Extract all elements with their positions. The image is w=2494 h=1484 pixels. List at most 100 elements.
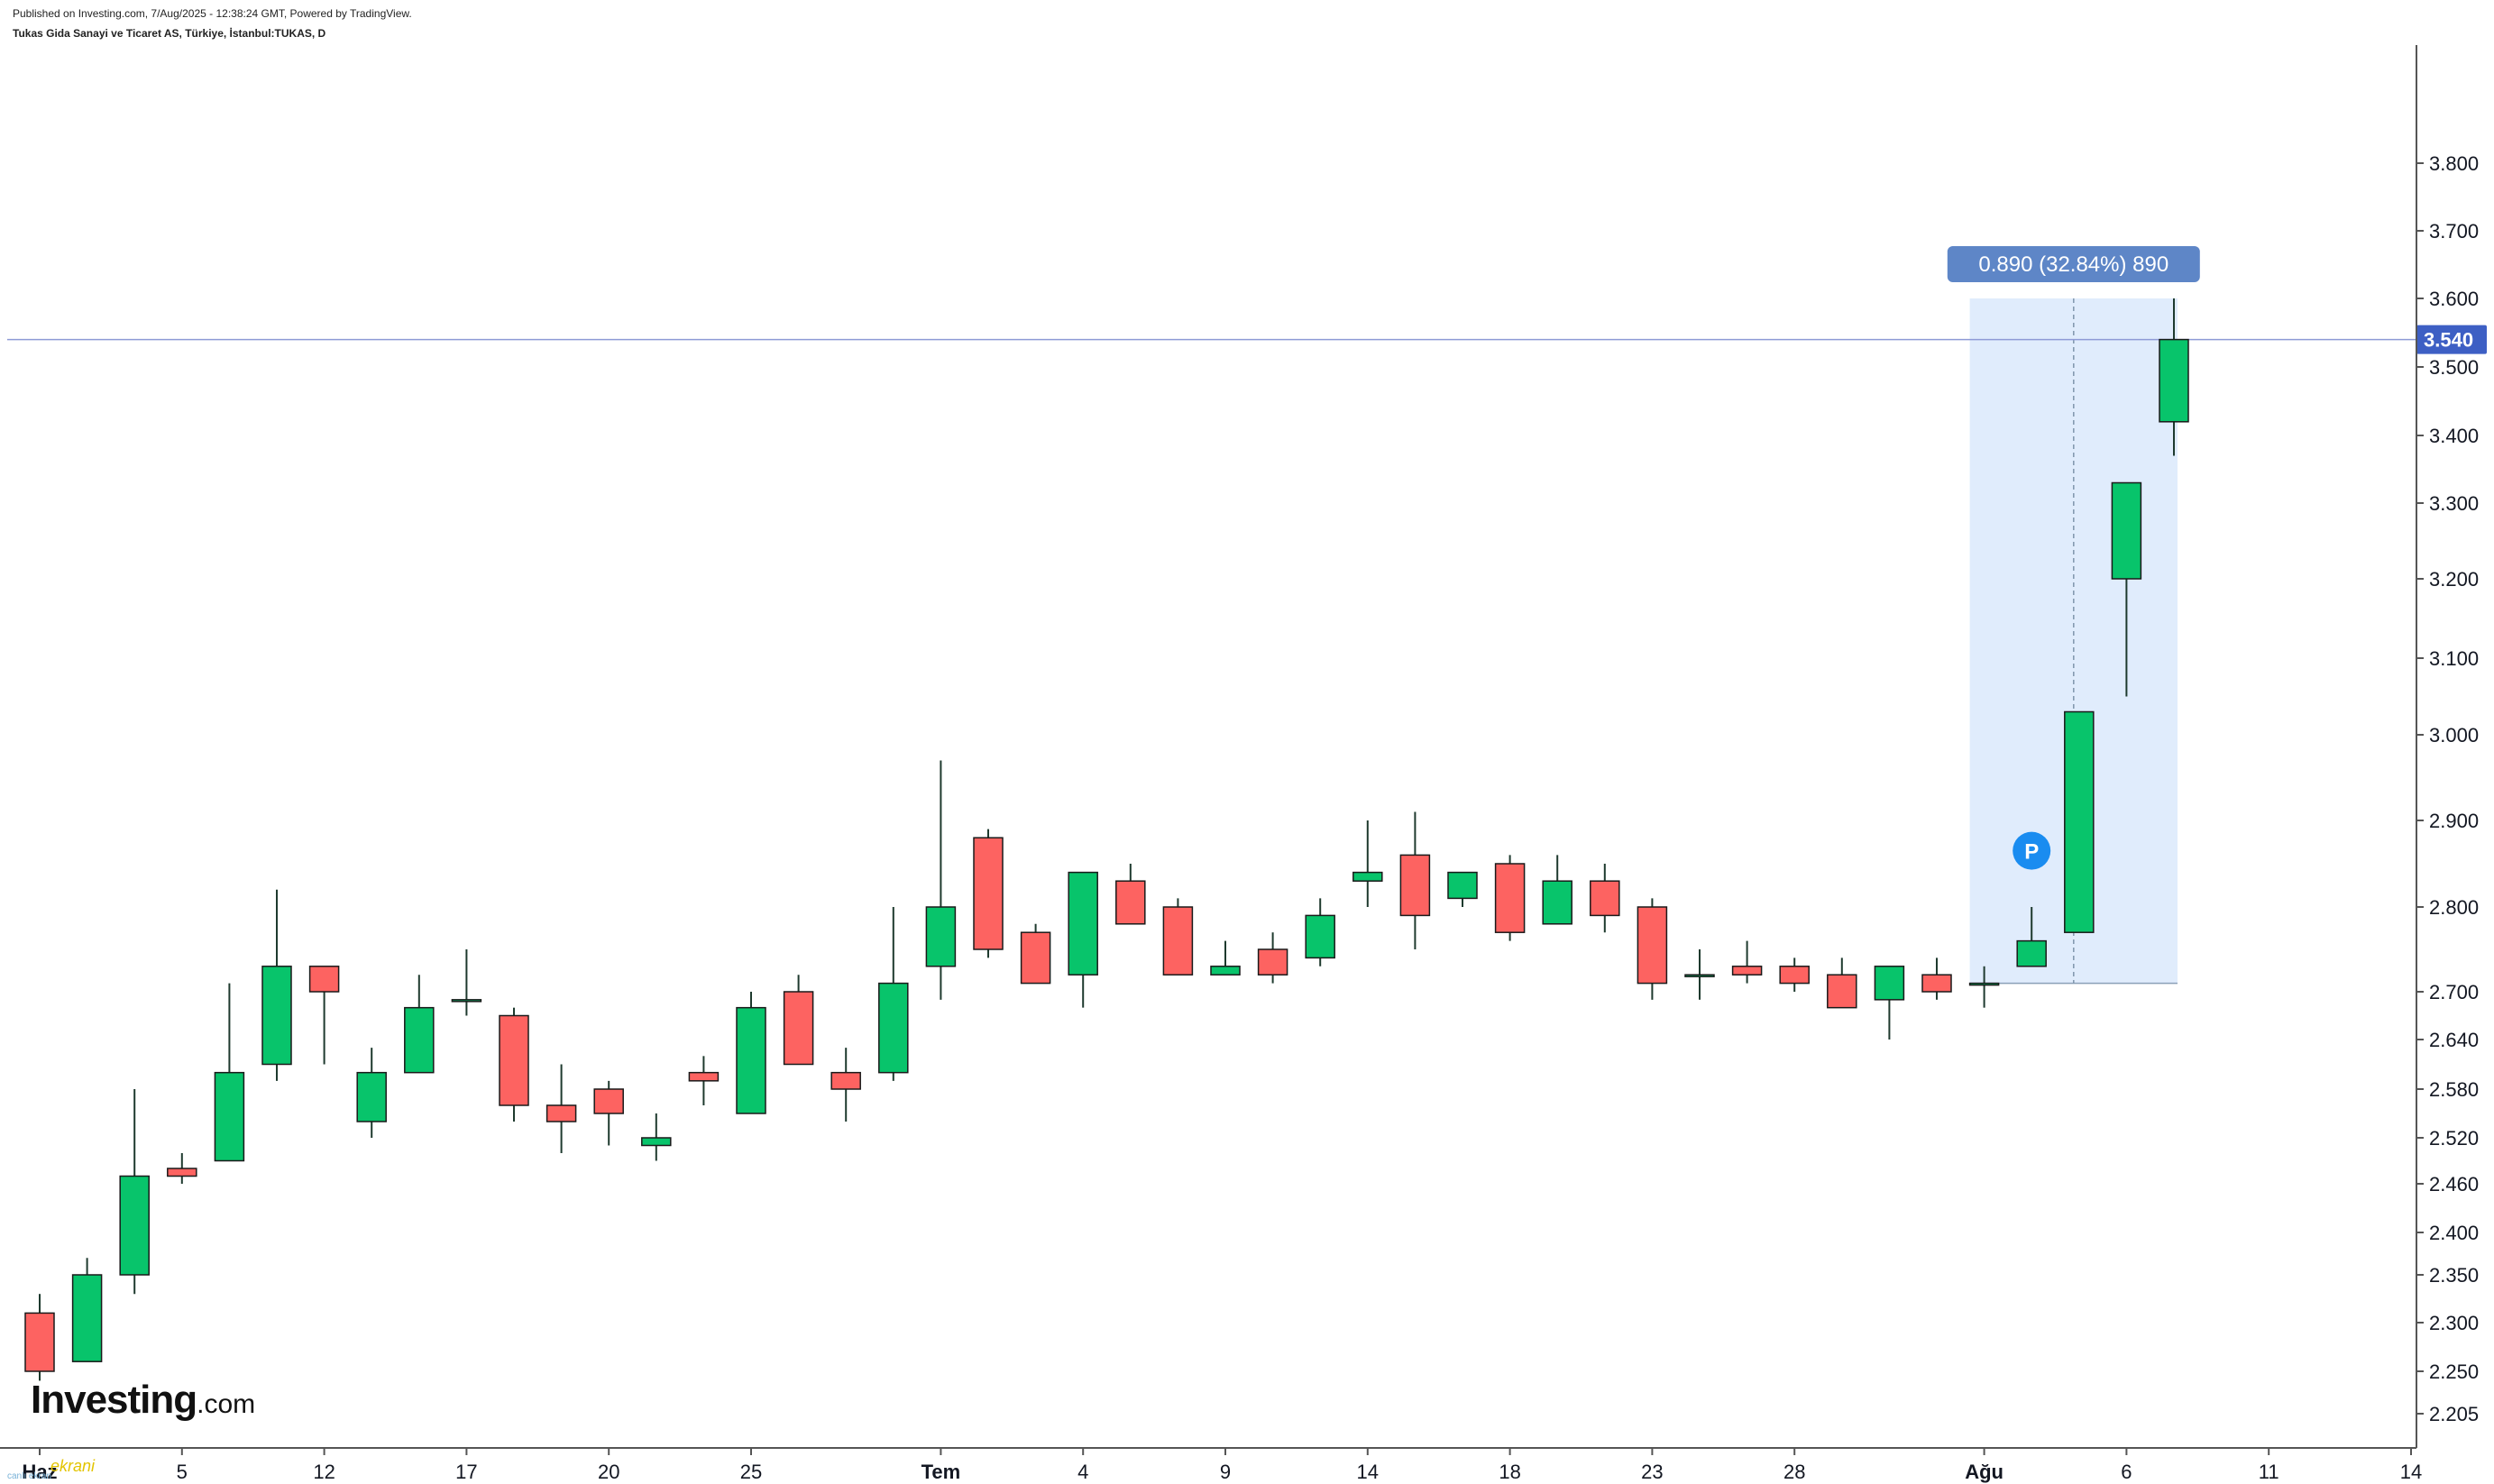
candle[interactable]: [973, 829, 1004, 958]
candle-body-up: [1305, 914, 1335, 959]
y-tick-label: 3.100: [2429, 647, 2479, 670]
marker-circle[interactable]: [2013, 831, 2051, 870]
candle[interactable]: [71, 1258, 103, 1362]
candle-body-down: [1020, 931, 1051, 985]
y-tick-label: 2.700: [2429, 981, 2479, 1003]
candle[interactable]: [878, 907, 909, 1081]
y-tick-label: 3.700: [2429, 220, 2479, 243]
candle[interactable]: [1162, 898, 1194, 976]
candle-body-down: [1779, 966, 1810, 985]
x-tick-label: 4: [1077, 1461, 1088, 1483]
candle[interactable]: [641, 1113, 672, 1161]
candle[interactable]: [1874, 966, 1905, 1040]
candle-body-up: [1068, 871, 1098, 976]
y-tick-label: 3.500: [2429, 356, 2479, 379]
candle[interactable]: [1210, 940, 1241, 976]
candle-body-down: [1637, 906, 1668, 985]
candle[interactable]: [1447, 871, 1478, 907]
x-tick-label: 20: [598, 1461, 619, 1483]
candle-body-up: [1542, 880, 1573, 925]
candle[interactable]: [1731, 940, 1763, 984]
candle[interactable]: [1684, 949, 1715, 1000]
logo-brand: Investing: [31, 1378, 197, 1422]
candle[interactable]: [1779, 957, 1810, 992]
candle[interactable]: [1827, 957, 1857, 1009]
candle[interactable]: [1637, 898, 1668, 1000]
candle-body-up: [925, 906, 957, 967]
y-tick-label: 3.000: [2429, 724, 2479, 747]
candle[interactable]: [167, 1153, 197, 1184]
candle-body-up: [1684, 974, 1715, 977]
x-tick-label: 28: [1783, 1461, 1805, 1483]
y-tick-label: 3.200: [2429, 568, 2479, 591]
candle[interactable]: [1305, 898, 1335, 966]
candle[interactable]: [593, 1080, 624, 1146]
candle[interactable]: [24, 1294, 55, 1381]
candle-body-down: [167, 1168, 197, 1177]
candle-body-up: [2016, 939, 2047, 967]
chart-symbol-title: Tukas Gida Sanayi ve Ticaret AS, Türkiye…: [13, 27, 326, 40]
candle[interactable]: [1352, 820, 1383, 907]
candle[interactable]: [783, 975, 814, 1066]
y-tick-label: 2.640: [2429, 1029, 2479, 1051]
published-note: Published on Investing.com, 7/Aug/2025 -…: [13, 7, 412, 20]
candle-body-up: [451, 999, 482, 1003]
x-tick-label: 17: [455, 1461, 477, 1483]
candle[interactable]: [2111, 481, 2142, 697]
candle-body-up: [1210, 966, 1241, 976]
y-tick-label: 3.400: [2429, 425, 2479, 447]
candle-body-up: [119, 1175, 150, 1276]
y-tick-label: 2.460: [2429, 1173, 2479, 1195]
candle[interactable]: [1494, 855, 1526, 941]
y-tick-label: 2.580: [2429, 1078, 2479, 1101]
candle[interactable]: [925, 760, 957, 1000]
candle[interactable]: [261, 889, 292, 1081]
candle[interactable]: [688, 1056, 720, 1105]
candle[interactable]: [546, 1064, 577, 1154]
candle-body-down: [1921, 974, 1952, 993]
candle[interactable]: [119, 1089, 150, 1295]
candle-body-up: [2064, 710, 2095, 933]
candle-body-down: [1827, 974, 1857, 1009]
candle[interactable]: [1068, 871, 1098, 1008]
candle[interactable]: [2159, 298, 2189, 456]
candle[interactable]: [2064, 710, 2095, 933]
y-tick-label: 2.300: [2429, 1312, 2479, 1334]
marker-label: P: [2024, 840, 2039, 865]
candle[interactable]: [308, 966, 340, 1065]
x-tick-label: 23: [1641, 1461, 1663, 1483]
candle[interactable]: [1399, 811, 1431, 950]
candle-body-down: [830, 1071, 861, 1090]
candle-body-down: [688, 1071, 720, 1082]
candle[interactable]: [830, 1048, 861, 1122]
candle-body-down: [1257, 948, 1288, 976]
candle[interactable]: [404, 975, 435, 1074]
candle[interactable]: [451, 949, 482, 1016]
candle[interactable]: [2016, 907, 2047, 967]
candle-body-down: [308, 966, 340, 993]
candle[interactable]: [1542, 855, 1573, 925]
candle[interactable]: [736, 992, 766, 1114]
candle-body-down: [1115, 880, 1146, 925]
candle[interactable]: [499, 1007, 529, 1122]
candle-body-down: [546, 1104, 577, 1122]
candle[interactable]: [1590, 864, 1620, 933]
investing-logo[interactable]: Investing.com: [31, 1378, 255, 1423]
candle[interactable]: [1921, 957, 1952, 1000]
candle-body-up: [878, 982, 909, 1074]
y-tick-label: 2.800: [2429, 896, 2479, 919]
candle[interactable]: [356, 1048, 387, 1138]
candle[interactable]: [214, 983, 245, 1162]
candle[interactable]: [1020, 923, 1051, 985]
watermark-small-text: canlı ekran: [7, 1471, 51, 1481]
candle-body-down: [499, 1014, 529, 1106]
candle-body-down: [1731, 966, 1763, 976]
candle[interactable]: [1115, 864, 1146, 925]
candle[interactable]: [1968, 966, 2000, 1008]
candle-body-up: [736, 1006, 766, 1114]
candle-body-up: [2159, 338, 2189, 423]
candle[interactable]: [1257, 932, 1288, 984]
candle-body-up: [261, 966, 292, 1066]
y-tick-label: 2.205: [2429, 1403, 2479, 1425]
